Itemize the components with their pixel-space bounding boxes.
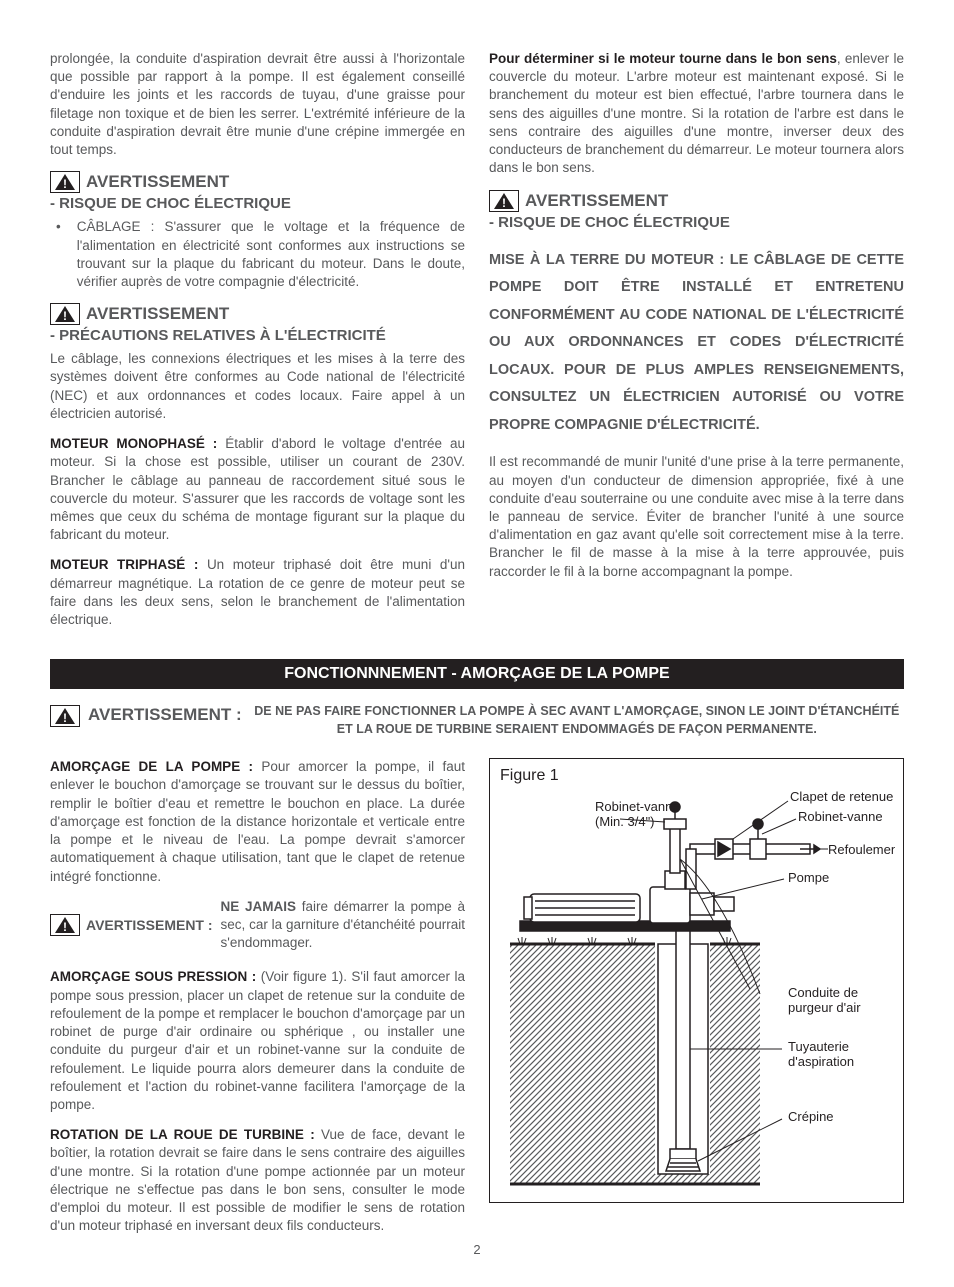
lower-columns: AMORÇAGE DE LA POMPE : Pour amorcer la p…	[50, 758, 904, 1235]
inline-warning: ! AVERTISSEMENT : NE JAMAIS faire démarr…	[50, 898, 465, 953]
warning-3-subtitle: - RISQUE DE CHOC ÉLECTRIQUE	[489, 214, 904, 231]
pressure-paragraph: AMORÇAGE SOUS PRESSION : (Voir figure 1)…	[50, 968, 465, 1114]
warning-2-title: AVERTISSEMENT	[86, 304, 229, 324]
inline-warn-label-wrap: ! AVERTISSEMENT :	[50, 898, 213, 953]
bullet-label: CÂBLAGE :	[77, 219, 155, 234]
svg-text:!: !	[63, 711, 67, 725]
page-number: 2	[50, 1242, 904, 1257]
svg-text:!: !	[502, 196, 506, 210]
full-warn-text: DE NE PAS FAIRE FONCTIONNER LA POMPE À S…	[250, 703, 904, 738]
grounding-paragraph: MISE À LA TERRE DU MOTEUR : LE CÂBLAGE D…	[489, 247, 904, 440]
warning-triangle-icon: !	[50, 705, 80, 727]
rotation-text: , enlever le couvercle du moteur. L'arbr…	[489, 51, 904, 175]
warning-1-bullet: • CÂBLAGE : S'assurer que le voltage et …	[50, 218, 465, 291]
recommendation-paragraph: Il est recommandé de munir l'unité d'une…	[489, 453, 904, 581]
rotation-label: Pour déterminer si le moteur tourne dans…	[489, 51, 837, 66]
fig-label-clapet: Clapet de retenue	[790, 789, 893, 804]
warning-2-text: Le câblage, les connexions électriques e…	[50, 350, 465, 423]
right-column: Pour déterminer si le moteur tourne dans…	[489, 50, 904, 641]
fig-label-purgeur: purgeur d'air	[788, 1000, 861, 1015]
warning-1-header: ! AVERTISSEMENT	[50, 171, 465, 193]
full-warn-label: AVERTISSEMENT :	[88, 705, 242, 725]
warning-triangle-icon: !	[50, 171, 80, 193]
full-width-warning: ! AVERTISSEMENT : DE NE PAS FAIRE FONCTI…	[50, 703, 904, 738]
fig-label-robinet-min: (Min. 3/4")	[595, 814, 655, 829]
lower-right-column: Figure 1	[489, 758, 904, 1235]
warning-2-header: ! AVERTISSEMENT	[50, 303, 465, 325]
fig-label-tuyauterie: Tuyauterie	[788, 1039, 849, 1054]
intro-paragraph: prolongée, la conduite d'aspiration devr…	[50, 50, 465, 159]
prime-label: AMORÇAGE DE LA POMPE :	[50, 759, 253, 774]
fig-label-refoulement: Refoulement	[828, 842, 895, 857]
tri-label: MOTEUR TRIPHASÉ :	[50, 557, 198, 572]
lower-left-column: AMORÇAGE DE LA POMPE : Pour amorcer la p…	[50, 758, 465, 1235]
inline-warn-bold: NE JAMAIS	[221, 899, 302, 914]
rotation-paragraph: Pour déterminer si le moteur tourne dans…	[489, 50, 904, 178]
fig-label-robinet2: Robinet-vanne	[798, 809, 883, 824]
prime-text: Pour amorcer la pompe, il faut enlever l…	[50, 759, 465, 883]
page: prolongée, la conduite d'aspiration devr…	[0, 0, 954, 1287]
fig-label-robinet: Robinet-vanne	[595, 799, 680, 814]
warning-2-subtitle: - PRÉCAUTIONS RELATIVES À L'ÉLECTRICITÉ	[50, 327, 465, 344]
warning-triangle-icon: !	[50, 303, 80, 325]
prime-paragraph: AMORÇAGE DE LA POMPE : Pour amorcer la p…	[50, 758, 465, 886]
rotation2-label: ROTATION DE LA ROUE DE TURBINE :	[50, 1127, 315, 1142]
svg-text:!: !	[63, 920, 67, 934]
mono-text: Établir d'abord le voltage d'entrée au m…	[50, 436, 465, 542]
bullet-marker: •	[50, 218, 61, 291]
fig-label-aspiration: d'aspiration	[788, 1054, 854, 1069]
warning-1-subtitle: - RISQUE DE CHOC ÉLECTRIQUE	[50, 195, 465, 212]
svg-text:!: !	[63, 177, 67, 191]
warning-triangle-icon: !	[50, 914, 80, 936]
warning-3-header: ! AVERTISSEMENT	[489, 190, 904, 212]
inline-warn-body: NE JAMAIS faire démarrer la pompe à sec,…	[221, 898, 465, 953]
mono-label: MOTEUR MONOPHASÉ :	[50, 436, 217, 451]
tri-paragraph: MOTEUR TRIPHASÉ : Un moteur triphasé doi…	[50, 556, 465, 629]
warning-3-title: AVERTISSEMENT	[525, 191, 668, 211]
warning-triangle-icon: !	[489, 190, 519, 212]
figure-title: Figure 1	[500, 767, 893, 785]
rotation2-paragraph: ROTATION DE LA ROUE DE TURBINE : Vue de …	[50, 1126, 465, 1235]
section-bar: FONCTIONNNEMENT - AMORÇAGE DE LA POMPE	[50, 659, 904, 689]
fig-label-crepine: Crépine	[788, 1109, 834, 1124]
bullet-body: CÂBLAGE : S'assurer que le voltage et la…	[77, 218, 465, 291]
mono-paragraph: MOTEUR MONOPHASÉ : Établir d'abord le vo…	[50, 435, 465, 544]
pressure-label: AMORÇAGE SOUS PRESSION :	[50, 969, 256, 984]
svg-text:!: !	[63, 309, 67, 323]
inline-warn-label: AVERTISSEMENT :	[86, 917, 213, 933]
figure-diagram: Robinet-vanne (Min. 3/4") Clapet de rete…	[500, 789, 895, 1189]
warning-1-title: AVERTISSEMENT	[86, 172, 229, 192]
upper-columns: prolongée, la conduite d'aspiration devr…	[50, 50, 904, 641]
pressure-text: (Voir figure 1). S'il faut amorcer la po…	[50, 969, 465, 1112]
fig-label-pompe: Pompe	[788, 870, 829, 885]
rotation2-text: Vue de face, devant le boîtier, la rotat…	[50, 1127, 465, 1233]
fig-label-conduite: Conduite de	[788, 985, 858, 1000]
left-column: prolongée, la conduite d'aspiration devr…	[50, 50, 465, 641]
figure-1: Figure 1	[489, 758, 904, 1203]
